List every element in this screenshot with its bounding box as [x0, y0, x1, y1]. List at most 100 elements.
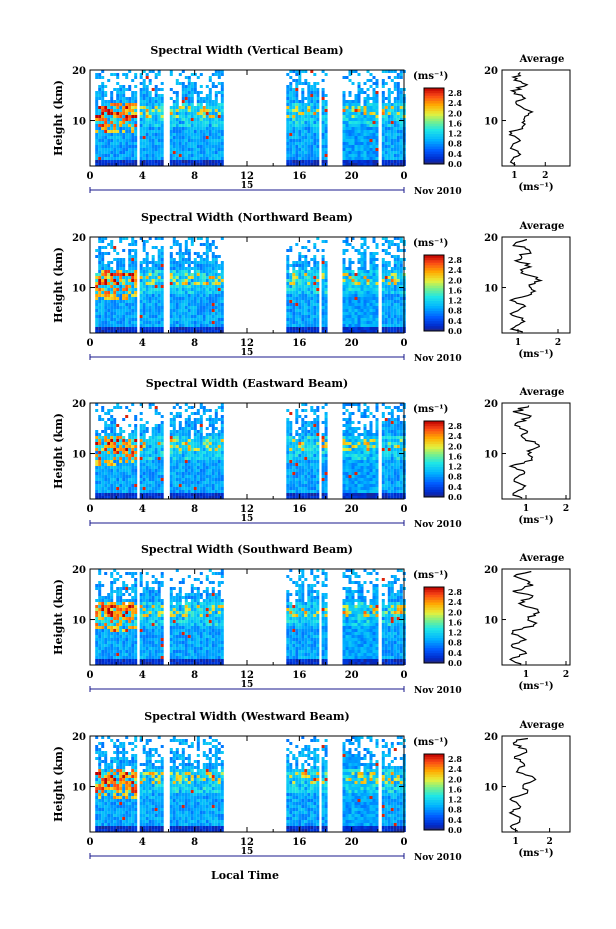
heatmap-cell [157, 481, 161, 484]
heatmap-cell [157, 148, 161, 151]
heatmap-cell [390, 270, 394, 273]
heatmap-cell [181, 115, 185, 118]
heatmap-cell [145, 139, 149, 142]
heatmap-cell [119, 148, 123, 151]
heatmap-cell [316, 282, 320, 285]
heatmap-cell [125, 163, 129, 166]
heatmap-cell [384, 154, 388, 157]
heatmap-cell [181, 454, 185, 457]
heatmap-cell [172, 163, 176, 166]
heatmap-cell [154, 142, 158, 145]
heatmap-cell [342, 142, 346, 145]
heatmap-cell [190, 285, 194, 288]
heatmap-cell [119, 481, 123, 484]
heatmap-cell [95, 472, 99, 475]
heatmap-cell [369, 321, 373, 324]
heatmap-cell [292, 70, 296, 73]
colorbar-swatch [424, 318, 444, 322]
heatmap-cell [107, 496, 111, 499]
heatmap-cell [160, 88, 164, 91]
heatmap-cell [321, 139, 325, 142]
heatmap-cell [169, 424, 173, 427]
heatmap-cell [139, 148, 143, 151]
heatmap-cell [202, 481, 206, 484]
heatmap-cell [199, 273, 203, 276]
heatmap-cell [101, 484, 105, 487]
heatmap-cell [220, 261, 224, 264]
heatmap-cell [304, 154, 308, 157]
heatmap-cell [184, 142, 188, 145]
heatmap-cell [178, 451, 182, 454]
heatmap-cell [298, 264, 302, 267]
heatmap-cell [363, 157, 367, 160]
heatmap-cell [125, 445, 129, 448]
heatmap-cell [119, 282, 123, 285]
heatmap-cell [175, 100, 179, 103]
heatmap-cell [151, 154, 155, 157]
heatmap-cell [104, 100, 108, 103]
heatmap-cell [393, 139, 397, 142]
heatmap-cell [151, 115, 155, 118]
heatmap-cell [295, 309, 299, 312]
heatmap-cell [172, 436, 176, 439]
heatmap-cell [304, 279, 308, 282]
heatmap-cell [214, 300, 218, 303]
heatmap-cell [181, 442, 185, 445]
heatmap-cell [125, 285, 129, 288]
heatmap-cell [366, 109, 370, 112]
heatmap-cell [360, 243, 364, 246]
heatmap-cell [324, 73, 328, 76]
heatmap-cell [310, 267, 314, 270]
heatmap-cell [324, 297, 328, 300]
heatmap-cell [396, 324, 400, 327]
heatmap-cell [104, 436, 108, 439]
heatmap-cell [154, 73, 158, 76]
heatmap-cell [151, 288, 155, 291]
heatmap-cell [289, 330, 293, 333]
heatmap-cell [175, 466, 179, 469]
heatmap-cell [134, 451, 138, 454]
heatmap-cell [148, 448, 152, 451]
heatmap-cell [321, 115, 325, 118]
heatmap-cell [381, 258, 385, 261]
heatmap-cell [116, 115, 120, 118]
heatmap-cell [128, 469, 132, 472]
heatmap-cell [286, 124, 290, 127]
heatmap-cell [381, 309, 385, 312]
heatmap-cell [175, 469, 179, 472]
heatmap-cell [313, 330, 317, 333]
heatmap-cell [148, 136, 152, 139]
heatmap-cell [181, 88, 185, 91]
heatmap-cell [160, 457, 164, 460]
heatmap-cell [310, 270, 314, 273]
heatmap-cell [369, 270, 373, 273]
heatmap-cell [178, 109, 182, 112]
heatmap-cell [134, 160, 138, 163]
heatmap-cell [104, 288, 108, 291]
heatmap-cell [372, 264, 376, 267]
heatmap-cell [128, 460, 132, 463]
heatmap-cell [125, 106, 129, 109]
heatmap-cell [393, 297, 397, 300]
heatmap-cell [104, 285, 108, 288]
heatmap-cell [307, 121, 311, 124]
colorbar-swatch [424, 287, 444, 291]
heatmap-cell [131, 249, 135, 252]
heatmap-cell [220, 300, 224, 303]
heatmap-cell [292, 288, 296, 291]
heatmap-cell [113, 448, 117, 451]
heatmap-cell [381, 273, 385, 276]
heatmap-cell [184, 421, 188, 424]
heatmap-cell [357, 133, 361, 136]
heatmap-cell [211, 309, 215, 312]
heatmap-cell [116, 109, 120, 112]
heatmap-cell [160, 136, 164, 139]
heatmap-cell [119, 436, 123, 439]
heatmap-cell [348, 145, 352, 148]
heatmap-cell [184, 148, 188, 151]
heatmap-cell [95, 324, 99, 327]
heatmap-cell [125, 133, 129, 136]
heatmap-cell [301, 157, 305, 160]
heatmap-cell [199, 270, 203, 273]
heatmap-cell [151, 324, 155, 327]
